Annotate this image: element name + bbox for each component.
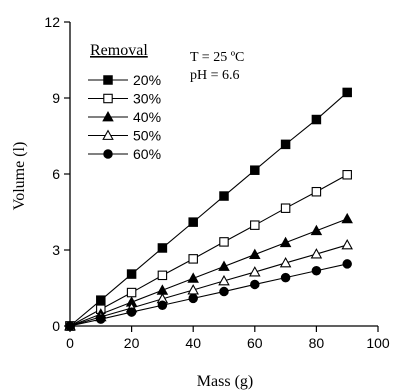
series-line [69,263,348,327]
data-point [219,191,229,201]
series-4 [64,238,353,331]
data-point [341,212,353,224]
data-point [218,274,230,286]
legend: Removal 20% 30% 40% 50% 60% [88,42,161,162]
data-point [250,220,260,230]
data-point [157,243,168,253]
series-2 [65,170,352,331]
data-point [341,238,353,250]
x-axis-title: Mass (g) [197,373,253,390]
data-point [279,236,292,248]
series-line [69,244,348,327]
data-point [218,260,230,271]
x-tick-label: 20 [124,335,140,351]
data-point [342,259,352,269]
data-point [280,139,291,150]
data-point [156,284,169,295]
legend-entry: 20% [88,72,161,88]
series-5 [65,259,352,331]
annotations: T = 25 ºC pH = 6.6 [190,50,244,83]
data-point [280,203,291,213]
legend-marker [103,75,113,85]
x-tick-label: 80 [309,335,325,351]
annotation-ph: pH = 6.6 [190,68,240,83]
data-point [188,293,198,304]
legend-entry: 30% [88,91,161,107]
legend-entry: 60% [88,146,161,162]
data-point [187,272,199,283]
x-tick-label: 40 [185,335,201,351]
data-point [157,270,168,281]
data-point [311,266,322,276]
data-point [249,248,261,259]
data-point [96,295,106,305]
legend-label: 60% [133,146,161,162]
data-point [219,237,229,247]
data-point [311,114,322,125]
data-point [219,286,229,297]
series-line [69,92,348,327]
legend-label: 40% [133,109,161,125]
series-line [69,218,348,327]
data-point [249,266,261,277]
legend-marker [102,129,114,140]
data-point [310,248,323,259]
data-point [250,279,260,290]
legend-entry: 40% [88,109,161,125]
y-tick-label: 3 [52,242,60,258]
legend-marker [103,93,113,104]
data-point [311,186,322,197]
legend-marker [103,149,113,159]
y-tick-label: 0 [52,318,60,334]
y-tick-label: 6 [52,166,60,182]
legend-title: Removal [90,42,148,59]
x-tick-label: 0 [66,335,74,351]
data-point [310,224,323,236]
x-tick-label: 60 [247,335,263,351]
axes: 0 20 40 60 80 100 0 3 6 9 12 [44,14,389,351]
data-point [157,300,168,310]
series-1 [65,87,352,331]
data-point [279,256,292,268]
legend-marker [102,111,114,122]
y-axis-title: Volume (l) [11,142,28,211]
legend-entry: 50% [88,128,161,144]
data-point [280,272,291,283]
legend-label: 50% [133,128,161,144]
y-tick-label: 12 [44,14,60,30]
data-point [65,321,75,331]
data-point [126,269,137,279]
data-point [126,307,137,317]
data-point [188,254,198,264]
legend-label: 30% [133,91,161,107]
x-tick-label: 100 [366,335,390,351]
series-3 [64,212,353,331]
data-point [126,287,137,298]
annotation-temperature: T = 25 ºC [190,50,244,65]
data-point [342,170,352,180]
data-point [188,217,198,227]
data-point [250,165,260,175]
series-layer [64,87,353,331]
legend-label: 20% [133,72,161,88]
data-point [96,314,106,324]
series-line [69,174,348,327]
data-point [342,87,352,98]
y-tick-label: 9 [52,90,60,106]
